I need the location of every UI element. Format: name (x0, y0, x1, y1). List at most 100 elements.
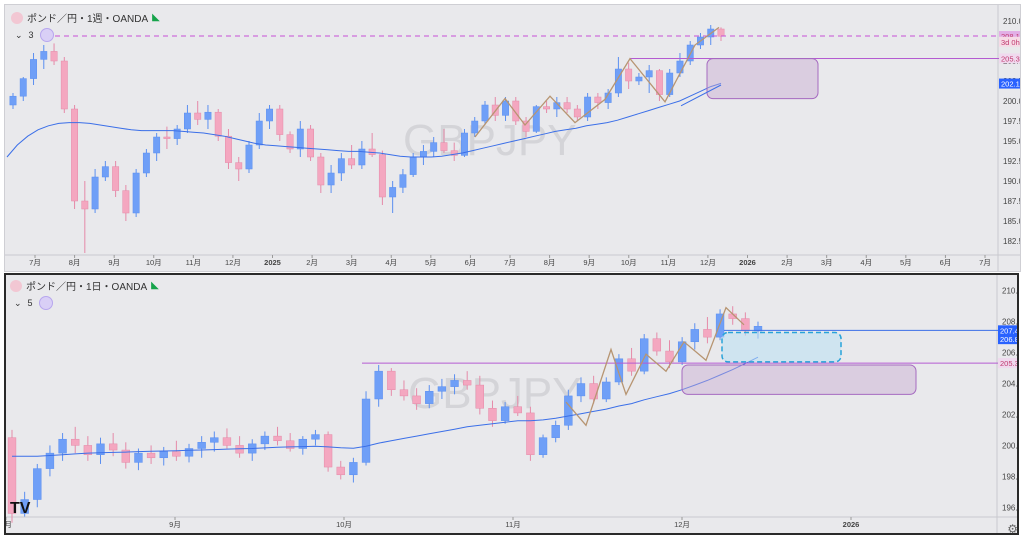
candle[interactable] (225, 129, 232, 169)
candle[interactable] (488, 400, 497, 427)
candle[interactable] (71, 426, 80, 454)
candle[interactable] (327, 165, 335, 193)
candle[interactable] (563, 97, 571, 113)
candle[interactable] (690, 323, 699, 350)
candle[interactable] (142, 149, 150, 177)
candle[interactable] (358, 141, 366, 169)
candle[interactable] (184, 105, 191, 133)
candle[interactable] (450, 142, 458, 161)
candle[interactable] (584, 93, 592, 121)
candle[interactable] (307, 125, 314, 161)
candle[interactable] (134, 448, 143, 471)
candle[interactable] (153, 133, 161, 161)
candle[interactable] (60, 57, 68, 113)
candle[interactable] (286, 131, 294, 153)
candle[interactable] (741, 312, 750, 336)
candle[interactable] (273, 426, 282, 446)
weekly-chart-svg[interactable]: GBPJPY210.000207.500205.000202.500200.00… (5, 5, 1020, 271)
chevron-down-icon[interactable]: ⌄ (15, 29, 23, 40)
candle[interactable] (296, 121, 304, 157)
candle[interactable] (260, 431, 270, 451)
weekly-indicators-row[interactable]: ⌄ 3 (15, 28, 54, 42)
weekly-chart-pane[interactable]: GBPJPY210.000207.500205.000202.500200.00… (4, 4, 1021, 272)
candle[interactable] (399, 380, 409, 401)
candle[interactable] (389, 181, 397, 213)
candle[interactable] (323, 431, 333, 472)
candle[interactable] (348, 145, 356, 169)
candle[interactable] (7, 429, 17, 523)
candle[interactable] (387, 368, 396, 396)
candle[interactable] (551, 420, 560, 443)
candle[interactable] (173, 125, 181, 145)
candle[interactable] (502, 97, 509, 121)
candle[interactable] (210, 431, 219, 452)
sync-icon[interactable] (38, 296, 53, 310)
candle[interactable] (132, 169, 140, 217)
candle[interactable] (625, 62, 633, 89)
candle[interactable] (602, 377, 611, 403)
candle[interactable] (522, 117, 530, 137)
candle[interactable] (30, 53, 37, 85)
candle[interactable] (703, 317, 712, 344)
candle[interactable] (159, 446, 168, 466)
candle[interactable] (19, 77, 27, 101)
candle[interactable] (146, 445, 156, 464)
candle[interactable] (594, 93, 602, 109)
candle[interactable] (374, 364, 383, 407)
sync-icon[interactable] (39, 28, 54, 42)
candle[interactable] (437, 378, 447, 399)
candle[interactable] (45, 445, 55, 477)
candle[interactable] (425, 385, 434, 409)
candle[interactable] (573, 105, 581, 121)
candle[interactable] (50, 43, 58, 65)
candle[interactable] (235, 157, 243, 181)
candle[interactable] (276, 105, 284, 141)
candle[interactable] (255, 113, 263, 149)
candle[interactable] (526, 406, 535, 461)
candle[interactable] (337, 153, 345, 181)
candle[interactable] (266, 105, 273, 129)
candle[interactable] (197, 436, 206, 458)
candle[interactable] (40, 45, 48, 69)
candle[interactable] (285, 433, 295, 452)
daily-indicators-row[interactable]: ⌄ 5 (14, 296, 53, 310)
candle[interactable] (635, 73, 643, 85)
candle[interactable] (604, 89, 612, 109)
candle[interactable] (471, 117, 479, 137)
candle[interactable] (645, 65, 653, 93)
candle[interactable] (194, 101, 202, 125)
candle[interactable] (543, 101, 550, 113)
candle[interactable] (245, 141, 253, 173)
candle[interactable] (463, 371, 472, 390)
candle[interactable] (512, 97, 520, 125)
candle[interactable] (298, 436, 307, 455)
candle[interactable] (614, 354, 624, 386)
candle[interactable] (96, 437, 105, 464)
candle[interactable] (538, 434, 548, 458)
daily-chart-pane[interactable]: GBPJPY210.000208.000206.000204.000202.00… (4, 273, 1019, 535)
candle[interactable] (652, 332, 662, 356)
daily-chart-svg[interactable]: GBPJPY210.000208.000206.000204.000202.00… (6, 275, 1017, 533)
candle[interactable] (71, 105, 78, 209)
candle[interactable] (349, 457, 358, 483)
candle[interactable] (361, 391, 371, 466)
candle[interactable] (91, 169, 99, 213)
candle[interactable] (500, 402, 510, 424)
candle[interactable] (576, 377, 586, 403)
candle[interactable] (412, 388, 421, 410)
candle[interactable] (399, 169, 407, 193)
candle[interactable] (475, 375, 485, 415)
candle[interactable] (81, 181, 89, 253)
candle[interactable] (83, 436, 93, 461)
candle[interactable] (20, 491, 29, 517)
candle[interactable] (101, 161, 109, 181)
candle[interactable] (214, 109, 222, 141)
chevron-down-icon[interactable]: ⌄ (14, 297, 22, 308)
candle[interactable] (440, 129, 448, 153)
candle[interactable] (222, 428, 232, 449)
gear-icon[interactable]: ⚙ (1007, 522, 1018, 536)
candle[interactable] (430, 137, 438, 157)
candle[interactable] (378, 150, 386, 205)
candle[interactable] (640, 334, 649, 375)
candle[interactable] (450, 374, 459, 395)
